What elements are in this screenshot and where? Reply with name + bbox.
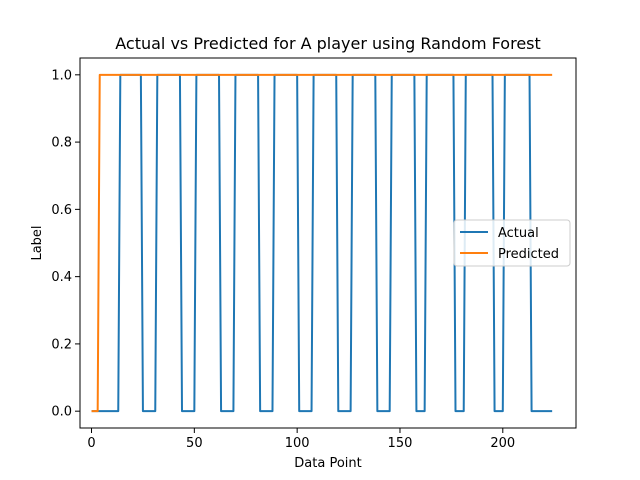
series-line-predicted (91, 73, 553, 413)
y-axis-label: Label (30, 225, 45, 260)
y-tick-label: 0.2 (51, 337, 72, 352)
legend-label-predicted: Predicted (498, 247, 559, 262)
x-axis: 0 50 100 150 200 (87, 428, 515, 451)
legend-label-actual: Actual (498, 226, 539, 241)
y-tick-label: 0.0 (51, 405, 72, 420)
y-tick-label: 1.0 (51, 68, 72, 83)
y-tick-label: 0.4 (51, 270, 72, 285)
x-axis-label: Data Point (294, 456, 361, 471)
y-tick-label: 0.8 (51, 136, 72, 151)
x-tick-label: 50 (186, 436, 203, 451)
y-tick-label: 0.6 (51, 203, 72, 218)
axes-frame (79, 57, 577, 429)
legend: Actual Predicted (453, 219, 571, 267)
x-tick-label: 0 (87, 436, 95, 451)
y-axis: 0.0 0.2 0.4 0.6 0.8 1.0 (51, 68, 80, 420)
x-tick-label: 200 (490, 436, 515, 451)
x-tick-label: 100 (285, 436, 310, 451)
chart-title: Actual vs Predicted for A player using R… (115, 34, 541, 53)
x-tick-label: 150 (388, 436, 413, 451)
